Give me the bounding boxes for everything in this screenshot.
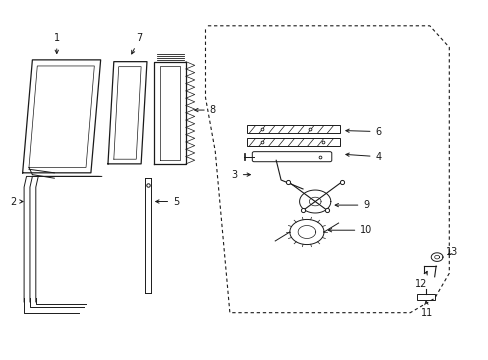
Bar bbox=[243, 153, 245, 160]
Text: 1: 1 bbox=[54, 33, 60, 54]
Text: 11: 11 bbox=[420, 301, 432, 318]
Bar bbox=[416, 294, 434, 300]
Text: 2: 2 bbox=[10, 197, 23, 207]
Text: 6: 6 bbox=[345, 127, 381, 136]
Text: 10: 10 bbox=[327, 225, 372, 235]
Text: 9: 9 bbox=[334, 200, 369, 210]
FancyBboxPatch shape bbox=[252, 152, 331, 162]
Text: 12: 12 bbox=[414, 271, 427, 289]
Bar bbox=[246, 138, 339, 146]
Text: 13: 13 bbox=[445, 247, 457, 257]
Text: 7: 7 bbox=[131, 33, 142, 54]
Text: 5: 5 bbox=[155, 197, 179, 207]
Text: 3: 3 bbox=[231, 170, 250, 180]
Text: 8: 8 bbox=[194, 105, 215, 115]
Text: 4: 4 bbox=[345, 152, 381, 162]
Bar bbox=[246, 126, 339, 134]
